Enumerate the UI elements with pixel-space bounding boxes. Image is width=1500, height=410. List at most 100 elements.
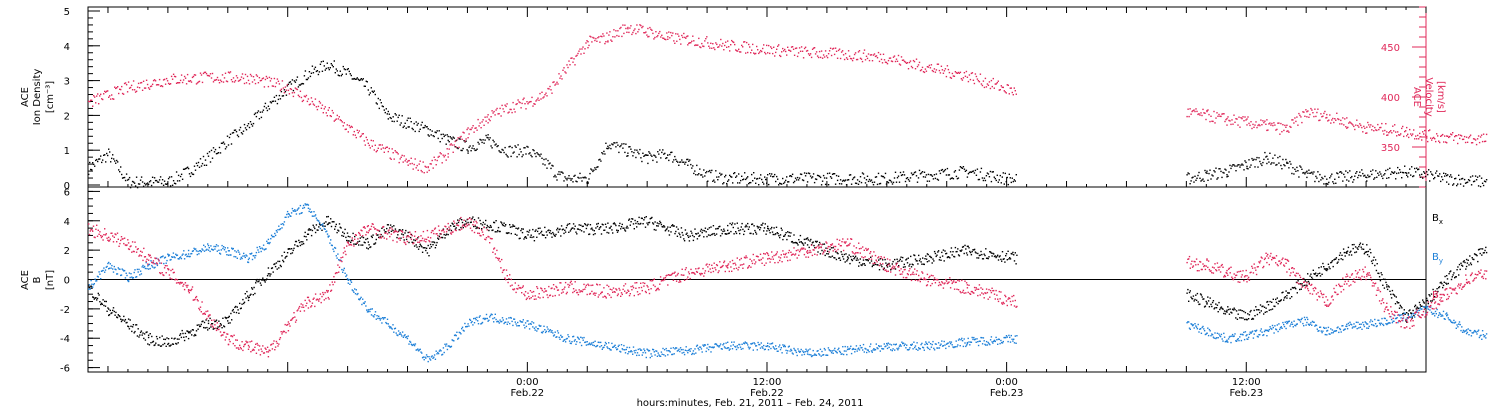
data-point [601, 223, 603, 225]
data-point [1259, 304, 1262, 306]
data-point [644, 32, 646, 34]
data-point [362, 236, 365, 239]
data-point [494, 114, 496, 116]
data-point [1221, 307, 1223, 310]
data-point [848, 174, 851, 176]
data-point [606, 231, 608, 234]
data-point [515, 146, 517, 148]
data-point [441, 236, 443, 239]
data-point [1475, 254, 1477, 256]
data-point [1472, 258, 1474, 260]
data-point [1305, 109, 1307, 111]
data-point [1310, 107, 1312, 110]
data-point [1377, 272, 1379, 274]
data-point [501, 222, 503, 224]
data-point [853, 258, 855, 260]
data-point [1451, 134, 1453, 136]
data-point [1426, 300, 1428, 302]
data-point [909, 60, 912, 62]
data-point [236, 134, 239, 136]
data-point [659, 30, 661, 33]
data-point [683, 161, 685, 163]
data-point [544, 226, 546, 229]
data-point [1468, 135, 1471, 138]
data-point [211, 72, 214, 75]
data-point [465, 222, 468, 224]
data-point [1256, 126, 1258, 129]
data-point [895, 58, 898, 60]
data-point [325, 221, 327, 223]
data-point [114, 86, 116, 88]
data-point [846, 256, 849, 258]
data-point [1473, 138, 1476, 140]
data-point [288, 93, 291, 95]
data-point [1207, 109, 1209, 111]
data-point [1012, 180, 1014, 183]
data-point [1232, 123, 1234, 125]
data-point [882, 175, 885, 178]
data-point [381, 105, 383, 107]
data-point [492, 139, 494, 141]
data-point [870, 54, 873, 56]
data-point [361, 236, 363, 238]
data-point [102, 299, 104, 301]
data-point [813, 181, 816, 184]
data-point [1001, 176, 1003, 178]
data-point [735, 49, 737, 51]
data-point [623, 143, 625, 145]
data-point [692, 35, 694, 37]
data-point [804, 242, 806, 244]
data-point [304, 70, 307, 72]
data-point [1299, 114, 1301, 117]
data-point [1462, 138, 1465, 140]
data-point [352, 134, 354, 136]
data-point [243, 82, 246, 85]
data-point [167, 82, 170, 85]
data-point [951, 177, 954, 179]
data-point [512, 224, 514, 226]
data-point [245, 254, 247, 256]
data-point [457, 147, 459, 150]
data-point [180, 74, 183, 76]
data-point [625, 227, 627, 229]
data-point [1374, 126, 1376, 129]
data-point [438, 235, 441, 237]
data-point [111, 157, 113, 160]
data-point [904, 61, 907, 63]
data-point [1360, 124, 1362, 127]
data-point [1409, 168, 1411, 170]
data-point [981, 253, 983, 256]
data-point [877, 172, 880, 175]
data-point [716, 176, 718, 178]
data-point [149, 85, 152, 88]
data-point [96, 299, 98, 301]
data-point [1285, 158, 1287, 161]
data-point [1318, 180, 1320, 183]
data-point [113, 310, 115, 313]
data-point [792, 48, 795, 50]
data-point [387, 150, 389, 153]
data-point [614, 36, 616, 38]
data-point [189, 255, 191, 258]
data-point [346, 239, 348, 242]
data-point [1002, 86, 1004, 89]
data-point [450, 229, 453, 232]
data-point [1449, 135, 1451, 138]
data-point [709, 47, 711, 49]
data-point [1402, 313, 1404, 315]
data-point [588, 178, 590, 180]
data-point [814, 240, 817, 243]
data-point [1279, 300, 1281, 303]
data-point [1384, 278, 1386, 281]
data-point [971, 250, 973, 253]
data-point [347, 68, 349, 70]
data-point [203, 250, 206, 252]
data-point [750, 232, 752, 235]
data-point [751, 223, 754, 225]
data-point [390, 117, 392, 120]
data-point [894, 171, 897, 173]
data-point [468, 133, 470, 135]
data-point [1296, 166, 1298, 169]
data-point [1434, 138, 1436, 140]
density-tick-label: 0 [64, 181, 70, 192]
